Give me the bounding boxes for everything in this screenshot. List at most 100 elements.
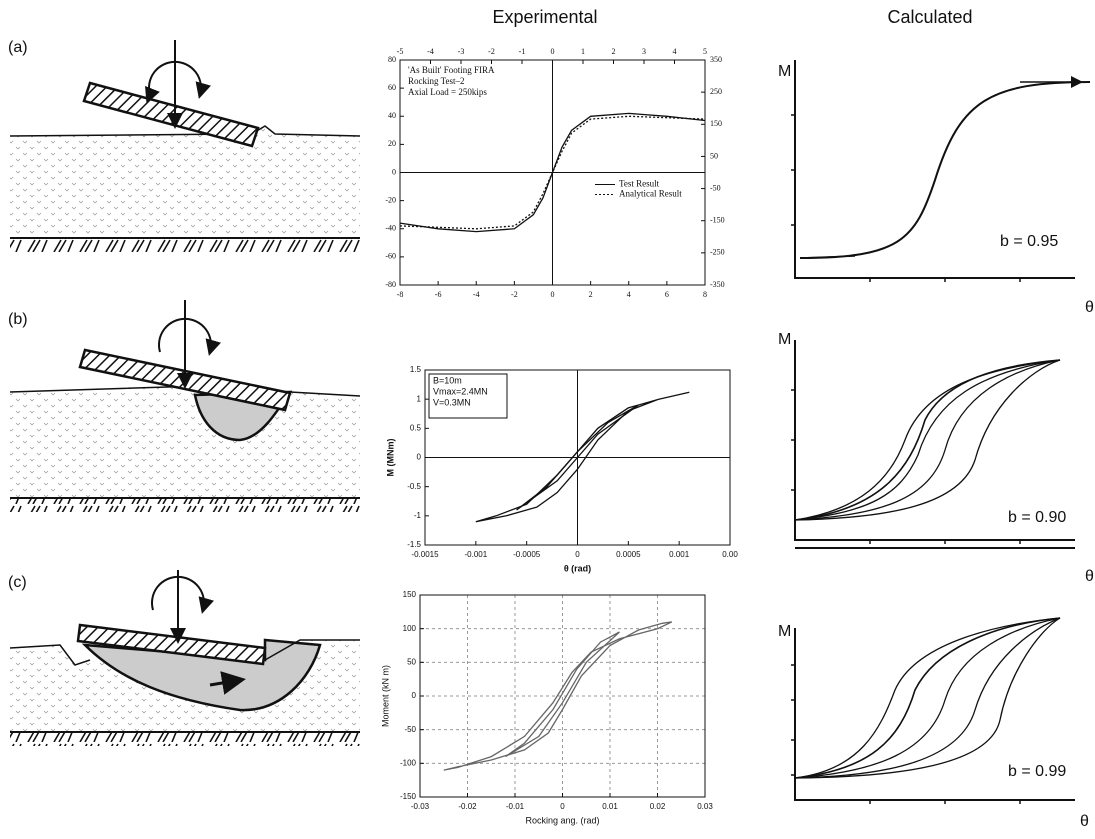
x-axis-label: θ (rad) xyxy=(564,563,591,573)
x-tick-label: 0.01 xyxy=(602,802,618,811)
calculated-panel xyxy=(791,60,1090,282)
legend-label: Analytical Result xyxy=(619,189,682,199)
x-tick-label: 0.0005 xyxy=(616,550,641,559)
x-tick-label: 8 xyxy=(703,290,707,299)
y2-tick-label: -250 xyxy=(710,248,725,257)
x-axis-label: Rocking ang. (rad) xyxy=(525,815,599,825)
x2-tick-label: 4 xyxy=(673,47,677,56)
axis-label: θ xyxy=(1085,568,1094,585)
x-tick-label: 0.03 xyxy=(697,802,713,811)
row-label: (b) xyxy=(8,311,28,328)
plot-frame xyxy=(419,594,706,798)
y-tick-label: -1.5 xyxy=(407,540,421,549)
y2-tick-label: -350 xyxy=(710,280,725,289)
axis-label: M xyxy=(778,63,791,80)
calculated-panel xyxy=(791,340,1075,549)
y-tick-label: -80 xyxy=(385,280,396,289)
y-tick-label: -0.5 xyxy=(407,482,421,491)
row-label: (c) xyxy=(8,574,27,591)
y-tick-label: 0.5 xyxy=(410,423,422,432)
annotation: B=10m xyxy=(433,375,462,385)
x-tick-label: 0.001 xyxy=(669,550,690,559)
annotation: b = 0.99 xyxy=(1008,763,1066,780)
y-tick-label: -20 xyxy=(385,195,396,204)
x-tick-label: 0 xyxy=(560,802,565,811)
data-line xyxy=(399,115,706,230)
y2-tick-label: 350 xyxy=(710,55,722,64)
x-tick-label: 0.02 xyxy=(650,802,666,811)
annotation: 'As Built' Footing FIRA xyxy=(408,65,495,75)
footing-diagram xyxy=(9,300,361,512)
data-line xyxy=(475,391,690,523)
x-tick-label: -0.02 xyxy=(458,802,477,811)
y2-tick-label: 250 xyxy=(710,87,722,96)
x2-tick-label: 3 xyxy=(642,47,646,56)
y-tick-label: -60 xyxy=(385,252,396,261)
y2-tick-label: -50 xyxy=(710,183,721,192)
y-tick-label: 0 xyxy=(417,453,422,462)
x-tick-label: -8 xyxy=(397,290,404,299)
x-tick-label: 0 xyxy=(575,550,580,559)
x2-tick-label: -1 xyxy=(519,47,526,56)
x2-tick-label: 0 xyxy=(551,47,555,56)
y-tick-label: 40 xyxy=(388,111,396,120)
y2-tick-label: -150 xyxy=(710,216,725,225)
y-tick-label: -1 xyxy=(414,511,422,520)
x2-tick-label: -2 xyxy=(488,47,495,56)
column-header: Experimental xyxy=(492,7,597,27)
calculated-panel xyxy=(791,617,1075,804)
y-tick-label: -150 xyxy=(400,792,417,801)
annotation: V=0.3MN xyxy=(433,397,471,407)
x-tick-label: 4 xyxy=(627,290,631,299)
x-tick-label: -4 xyxy=(473,290,480,299)
y-tick-label: 100 xyxy=(403,624,417,633)
axis-label: M xyxy=(778,623,791,640)
data-line xyxy=(516,404,639,511)
y-tick-label: 150 xyxy=(403,590,417,599)
row-label: (a) xyxy=(8,39,28,56)
y-tick-label: 0 xyxy=(412,691,417,700)
y-tick-label: 60 xyxy=(388,83,396,92)
x-tick-label: 6 xyxy=(665,290,669,299)
x-tick-label: -2 xyxy=(511,290,518,299)
x2-tick-label: -5 xyxy=(397,47,404,56)
y-tick-label: 80 xyxy=(388,55,396,64)
x-tick-label: -0.001 xyxy=(464,550,487,559)
y-tick-label: 0 xyxy=(392,167,396,176)
x-tick-label: -6 xyxy=(435,290,442,299)
x2-tick-label: -3 xyxy=(458,47,465,56)
data-line xyxy=(443,621,673,771)
y-tick-label: 50 xyxy=(407,657,416,666)
column-header: Calculated xyxy=(887,7,972,27)
x-tick-label: -0.0005 xyxy=(513,550,541,559)
annotation: Rocking Test–2 xyxy=(408,76,464,86)
x-tick-label: -0.0015 xyxy=(411,550,439,559)
y2-tick-label: 50 xyxy=(710,151,718,160)
axis-label: θ xyxy=(1080,813,1089,830)
x2-tick-label: 1 xyxy=(581,47,585,56)
y-axis-label: M (MNm) xyxy=(385,439,395,477)
footing-diagram xyxy=(9,570,360,746)
y-tick-label: -100 xyxy=(400,758,417,767)
footing-diagram xyxy=(9,40,361,252)
y2-tick-label: 150 xyxy=(710,119,722,128)
x2-tick-label: -4 xyxy=(427,47,434,56)
x-tick-label: 0.00 xyxy=(722,550,738,559)
x-tick-label: 0 xyxy=(551,290,555,299)
x2-tick-label: 5 xyxy=(703,47,707,56)
axis-label: M xyxy=(778,331,791,348)
y-tick-label: -50 xyxy=(404,725,416,734)
annotation: Vmax=2.4MN xyxy=(433,386,488,396)
x2-tick-label: 2 xyxy=(612,47,616,56)
y-tick-label: 20 xyxy=(388,139,396,148)
y-tick-label: -40 xyxy=(385,224,396,233)
annotation: b = 0.95 xyxy=(1000,233,1058,250)
x-tick-label: -0.01 xyxy=(506,802,525,811)
annotation: b = 0.90 xyxy=(1008,509,1066,526)
y-axis-label: Moment (kN m) xyxy=(380,665,390,727)
x-tick-label: -0.03 xyxy=(411,802,430,811)
x-tick-label: 2 xyxy=(589,290,593,299)
legend-label: Test Result xyxy=(619,179,660,189)
annotation-box xyxy=(428,373,508,419)
